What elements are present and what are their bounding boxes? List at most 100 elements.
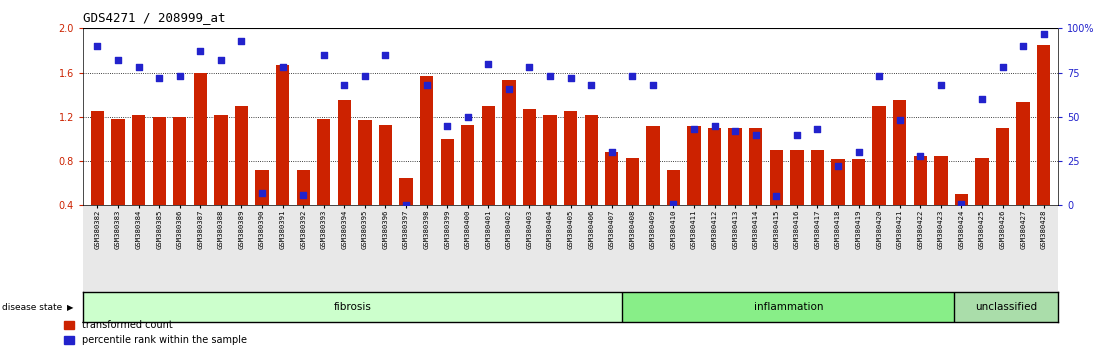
Point: [562, 75, 579, 81]
Bar: [605, 152, 618, 205]
Point: [110, 57, 127, 63]
Bar: [461, 125, 474, 205]
Point: [459, 114, 476, 120]
Bar: [770, 150, 783, 205]
Bar: [914, 155, 927, 205]
Point: [295, 192, 312, 198]
Bar: [893, 100, 906, 205]
Point: [850, 149, 868, 155]
Bar: [954, 292, 1058, 322]
Point: [829, 164, 847, 169]
Bar: [831, 159, 844, 205]
Bar: [91, 111, 104, 205]
Point: [89, 43, 106, 49]
Point: [418, 82, 435, 88]
Point: [212, 57, 229, 63]
Point: [171, 73, 188, 79]
Bar: [975, 158, 988, 205]
Point: [521, 64, 538, 70]
Point: [685, 126, 702, 132]
Bar: [214, 115, 227, 205]
Point: [747, 132, 765, 137]
Point: [644, 82, 661, 88]
Bar: [728, 128, 742, 205]
Point: [1035, 31, 1053, 36]
Bar: [379, 125, 392, 205]
Bar: [996, 128, 1009, 205]
Point: [439, 123, 456, 129]
Point: [500, 86, 517, 91]
Text: disease state: disease state: [2, 303, 62, 312]
Bar: [872, 106, 886, 205]
Bar: [194, 73, 207, 205]
Text: fibrosis: fibrosis: [334, 302, 371, 312]
Bar: [811, 150, 824, 205]
Bar: [112, 119, 125, 205]
Point: [377, 52, 394, 58]
Text: ▶: ▶: [66, 303, 73, 312]
Bar: [687, 126, 700, 205]
Point: [912, 153, 930, 159]
Bar: [934, 155, 947, 205]
Bar: [441, 139, 454, 205]
Bar: [235, 106, 248, 205]
Point: [1014, 43, 1032, 49]
Point: [665, 201, 683, 206]
Bar: [276, 65, 289, 205]
Point: [274, 64, 291, 70]
Bar: [667, 170, 680, 205]
Point: [541, 73, 558, 79]
Bar: [338, 100, 351, 205]
Bar: [626, 158, 639, 205]
Point: [151, 75, 168, 81]
Bar: [153, 117, 166, 205]
Point: [994, 64, 1012, 70]
Point: [254, 190, 271, 196]
Point: [706, 123, 724, 129]
Point: [891, 118, 909, 123]
Bar: [420, 76, 433, 205]
Point: [870, 73, 888, 79]
Point: [233, 38, 250, 44]
Point: [397, 202, 414, 208]
Bar: [502, 80, 515, 205]
Bar: [83, 292, 623, 322]
Point: [953, 201, 971, 206]
Bar: [708, 128, 721, 205]
Point: [356, 73, 373, 79]
Bar: [585, 115, 598, 205]
Bar: [1016, 102, 1029, 205]
Point: [130, 64, 147, 70]
Bar: [852, 159, 865, 205]
Point: [809, 126, 827, 132]
Bar: [646, 126, 659, 205]
Bar: [790, 150, 803, 205]
Text: GDS4271 / 208999_at: GDS4271 / 208999_at: [83, 11, 226, 24]
Bar: [749, 128, 762, 205]
Bar: [399, 178, 413, 205]
Bar: [523, 109, 536, 205]
Point: [973, 96, 991, 102]
Bar: [543, 115, 556, 205]
Bar: [623, 292, 954, 322]
Text: unclassified: unclassified: [975, 302, 1037, 312]
Point: [336, 82, 353, 88]
Point: [624, 73, 642, 79]
Bar: [317, 119, 330, 205]
Bar: [1037, 45, 1050, 205]
Bar: [955, 194, 968, 205]
Point: [583, 82, 601, 88]
Point: [727, 128, 745, 134]
Bar: [564, 111, 577, 205]
Bar: [297, 170, 310, 205]
Point: [788, 132, 806, 137]
Bar: [482, 106, 495, 205]
Text: inflammation: inflammation: [753, 302, 823, 312]
Bar: [255, 170, 269, 205]
Bar: [173, 117, 186, 205]
Point: [315, 52, 332, 58]
Point: [768, 194, 786, 199]
Point: [192, 48, 209, 54]
Legend: transformed count, percentile rank within the sample: transformed count, percentile rank withi…: [60, 316, 250, 349]
Point: [932, 82, 950, 88]
